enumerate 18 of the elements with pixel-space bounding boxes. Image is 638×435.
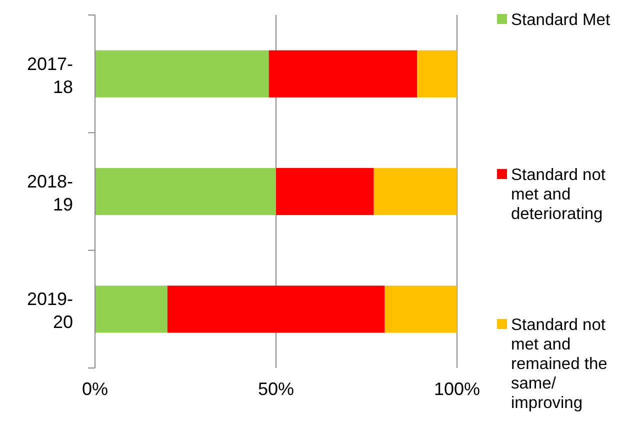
bar [95, 50, 269, 98]
legend-label: Standard Met [511, 11, 610, 29]
x-tick-label: 0% [82, 379, 108, 399]
x-tick-label: 50% [258, 379, 294, 399]
y-tick-label: 2019-20 [26, 289, 73, 332]
bar [417, 50, 457, 98]
y-tick-label: 2018-19 [26, 172, 73, 214]
x-tick-label: 100% [434, 379, 480, 399]
legend-label: Standard not met and remained the same/ improving [511, 316, 608, 412]
bar [276, 168, 374, 216]
bar [95, 168, 276, 216]
legend-label: Standard not met and deteriorating [511, 166, 606, 223]
bar [167, 286, 385, 333]
bar [268, 50, 418, 98]
y-tick-label: 2017-18 [26, 54, 73, 97]
bar [95, 286, 168, 333]
bar [384, 286, 457, 333]
bar [374, 168, 457, 216]
